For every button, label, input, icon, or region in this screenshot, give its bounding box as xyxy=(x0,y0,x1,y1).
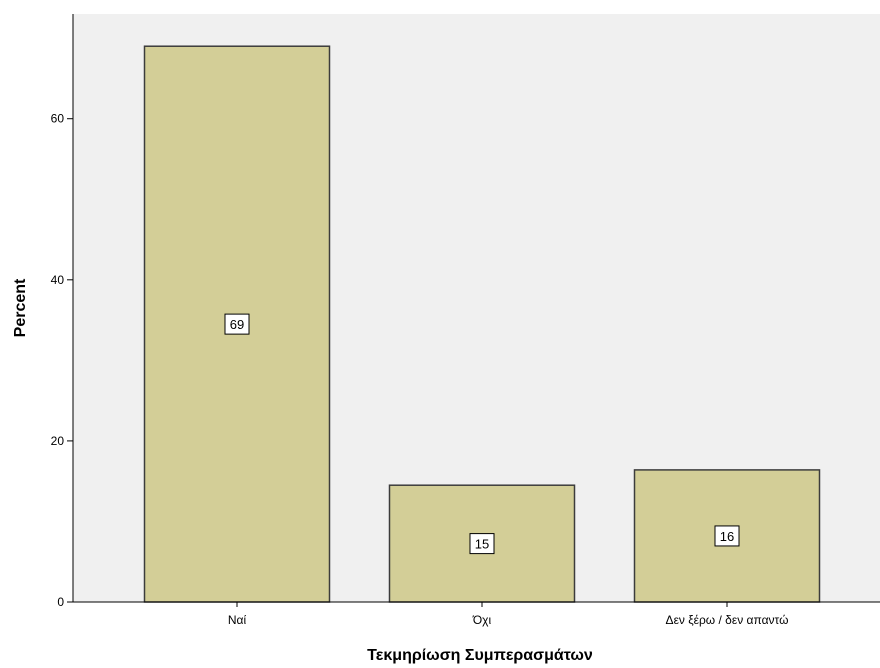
x-axis-title: Τεκμηρίωση Συμπερασμάτων xyxy=(367,647,593,664)
y-tick-label: 40 xyxy=(51,273,65,287)
y-axis-title: Percent xyxy=(12,278,29,337)
data-label-box xyxy=(469,533,495,555)
x-ticks-group: Ναί Όχι Δεν ξέρω / δεν απαντώ xyxy=(228,602,789,627)
x-tick-label: Δεν ξέρω / δεν απαντώ xyxy=(666,613,789,627)
data-labels-group: 69 15 16 xyxy=(224,313,740,555)
data-label: 16 xyxy=(720,529,734,544)
data-label: 15 xyxy=(475,537,489,552)
data-label-box xyxy=(224,313,250,335)
x-tick-label: Όχι xyxy=(472,613,492,627)
y-tick-label: 0 xyxy=(57,595,64,609)
data-label: 69 xyxy=(230,317,244,332)
y-tick-label: 60 xyxy=(51,112,65,126)
data-label-box xyxy=(714,525,740,547)
x-tick-label: Ναί xyxy=(228,613,247,627)
y-tick-label: 20 xyxy=(51,434,65,448)
y-ticks-group: 0 20 40 60 xyxy=(51,112,73,609)
